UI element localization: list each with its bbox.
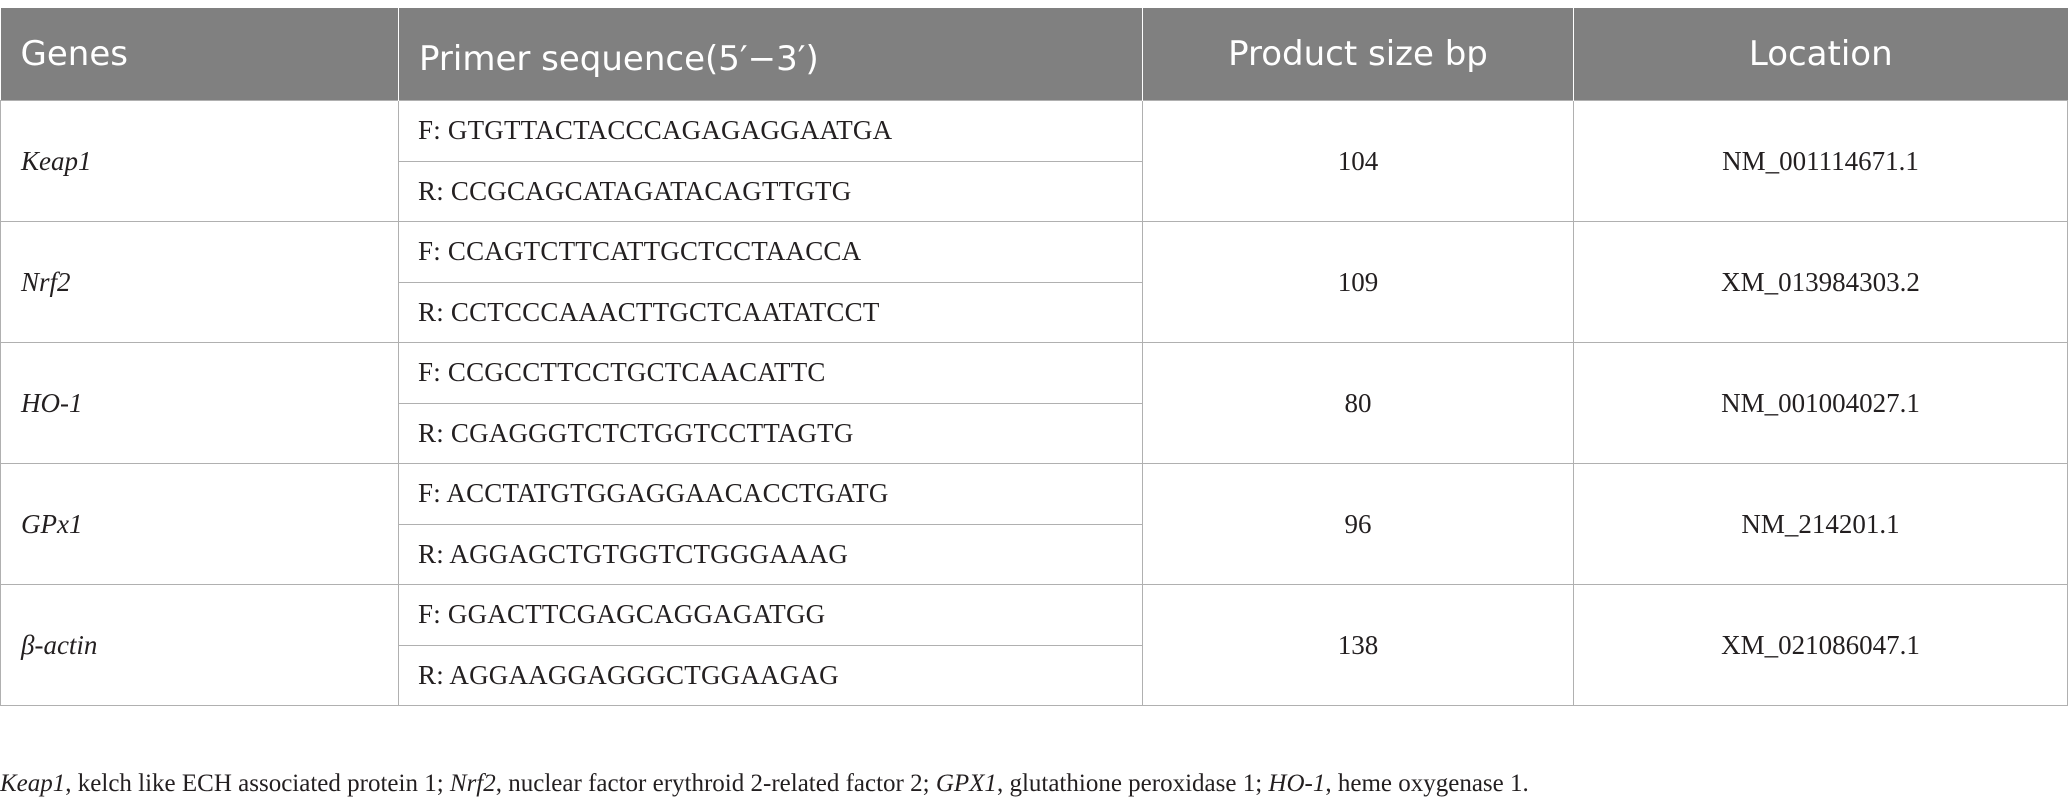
primer-table: Genes Primer sequence(5′−3′) Product siz…: [0, 8, 2068, 706]
gene-name-cell: Nrf2: [0, 221, 399, 343]
location-cell: XM_021086047.1: [1573, 584, 2068, 706]
table-row-forward: Keap1 F: GTGTTACTACCCAGAGAGGAATGA 104 NM…: [0, 100, 2068, 222]
footnote-definition: , glutathione peroxidase 1;: [996, 770, 1269, 797]
footnote-abbr: HO-1: [1268, 770, 1326, 797]
table-row-reverse: R: CCTCCCAAACTTGCTCAATATCCT: [1, 281, 2068, 343]
location-cell: NM_001004027.1: [1573, 342, 2068, 464]
footnote-abbr: Keap1: [0, 770, 66, 797]
gene-name-cell: Keap1: [0, 100, 399, 222]
gene-name-cell: GPx1: [0, 463, 399, 585]
product-size-cell: 80: [1142, 342, 1574, 464]
product-size-cell: 96: [1142, 463, 1574, 585]
table-row-forward: HO-1 F: CCGCCTTCCTGCTCAACATTC 80 NM_0010…: [0, 342, 2068, 464]
gene-name-cell: β-actin: [0, 584, 399, 706]
reverse-primer-cell: R: AGGAAGGAGGGCTGGAAGAG: [398, 644, 1143, 706]
product-size-cell: 138: [1142, 584, 1574, 706]
header-location: Location: [1573, 8, 2068, 101]
forward-primer-cell: F: CCAGTCTTCATTGCTCCTAACCA: [398, 221, 1143, 283]
header-product-size: Product size bp: [1142, 8, 1574, 101]
forward-primer-cell: F: GTGTTACTACCCAGAGAGGAATGA: [398, 100, 1143, 162]
product-size-cell: 104: [1142, 100, 1574, 222]
forward-primer-cell: F: CCGCCTTCCTGCTCAACATTC: [398, 342, 1143, 404]
footnote-abbr: Nrf2: [449, 770, 496, 797]
header-row: Genes Primer sequence(5′−3′) Product siz…: [0, 8, 2068, 101]
table-footnote: Keap1, kelch like ECH associated protein…: [0, 770, 1529, 798]
forward-primer-cell: F: GGACTTCGAGCAGGAGATGG: [398, 584, 1143, 646]
footnote-definition: , nuclear factor erythroid 2-related fac…: [495, 770, 936, 797]
table-row-forward: GPx1 F: ACCTATGTGGAGGAACACCTGATG 96 NM_2…: [0, 463, 2068, 585]
reverse-primer-cell: R: CCTCCCAAACTTGCTCAATATCCT: [398, 281, 1143, 343]
location-cell: NM_214201.1: [1573, 463, 2068, 585]
footnote-definition: , heme oxygenase 1.: [1325, 770, 1529, 797]
table-row-forward: β-actin F: GGACTTCGAGCAGGAGATGG 138 XM_0…: [0, 584, 2068, 706]
table-header: Genes Primer sequence(5′−3′) Product siz…: [0, 8, 2068, 101]
table-row-forward: Nrf2 F: CCAGTCTTCATTGCTCCTAACCA 109 XM_0…: [0, 221, 2068, 343]
table-row-reverse: R: CGAGGGTCTCTGGTCCTTAGTG: [1, 402, 2068, 464]
footnote-abbr: GPX1: [935, 770, 997, 797]
table-body: Keap1 F: GTGTTACTACCCAGAGAGGAATGA 104 NM…: [0, 100, 2068, 706]
reverse-primer-cell: R: CCGCAGCATAGATACAGTTGTG: [398, 160, 1143, 222]
table-row-reverse: R: CCGCAGCATAGATACAGTTGTG: [1, 160, 2068, 222]
footnote-definition: , kelch like ECH associated protein 1;: [65, 770, 450, 797]
forward-primer-cell: F: ACCTATGTGGAGGAACACCTGATG: [398, 463, 1143, 525]
primer-table-container: Genes Primer sequence(5′−3′) Product siz…: [0, 8, 2068, 706]
reverse-primer-cell: R: AGGAGCTGTGGTCTGGGAAAG: [398, 523, 1143, 585]
reverse-primer-cell: R: CGAGGGTCTCTGGTCCTTAGTG: [398, 402, 1143, 464]
header-genes: Genes: [0, 8, 399, 101]
product-size-cell: 109: [1142, 221, 1574, 343]
header-primer-sequence: Primer sequence(5′−3′): [398, 8, 1143, 101]
gene-name-cell: HO-1: [0, 342, 399, 464]
table-row-reverse: R: AGGAAGGAGGGCTGGAAGAG: [1, 644, 2068, 706]
location-cell: NM_001114671.1: [1573, 100, 2068, 222]
location-cell: XM_013984303.2: [1573, 221, 2068, 343]
